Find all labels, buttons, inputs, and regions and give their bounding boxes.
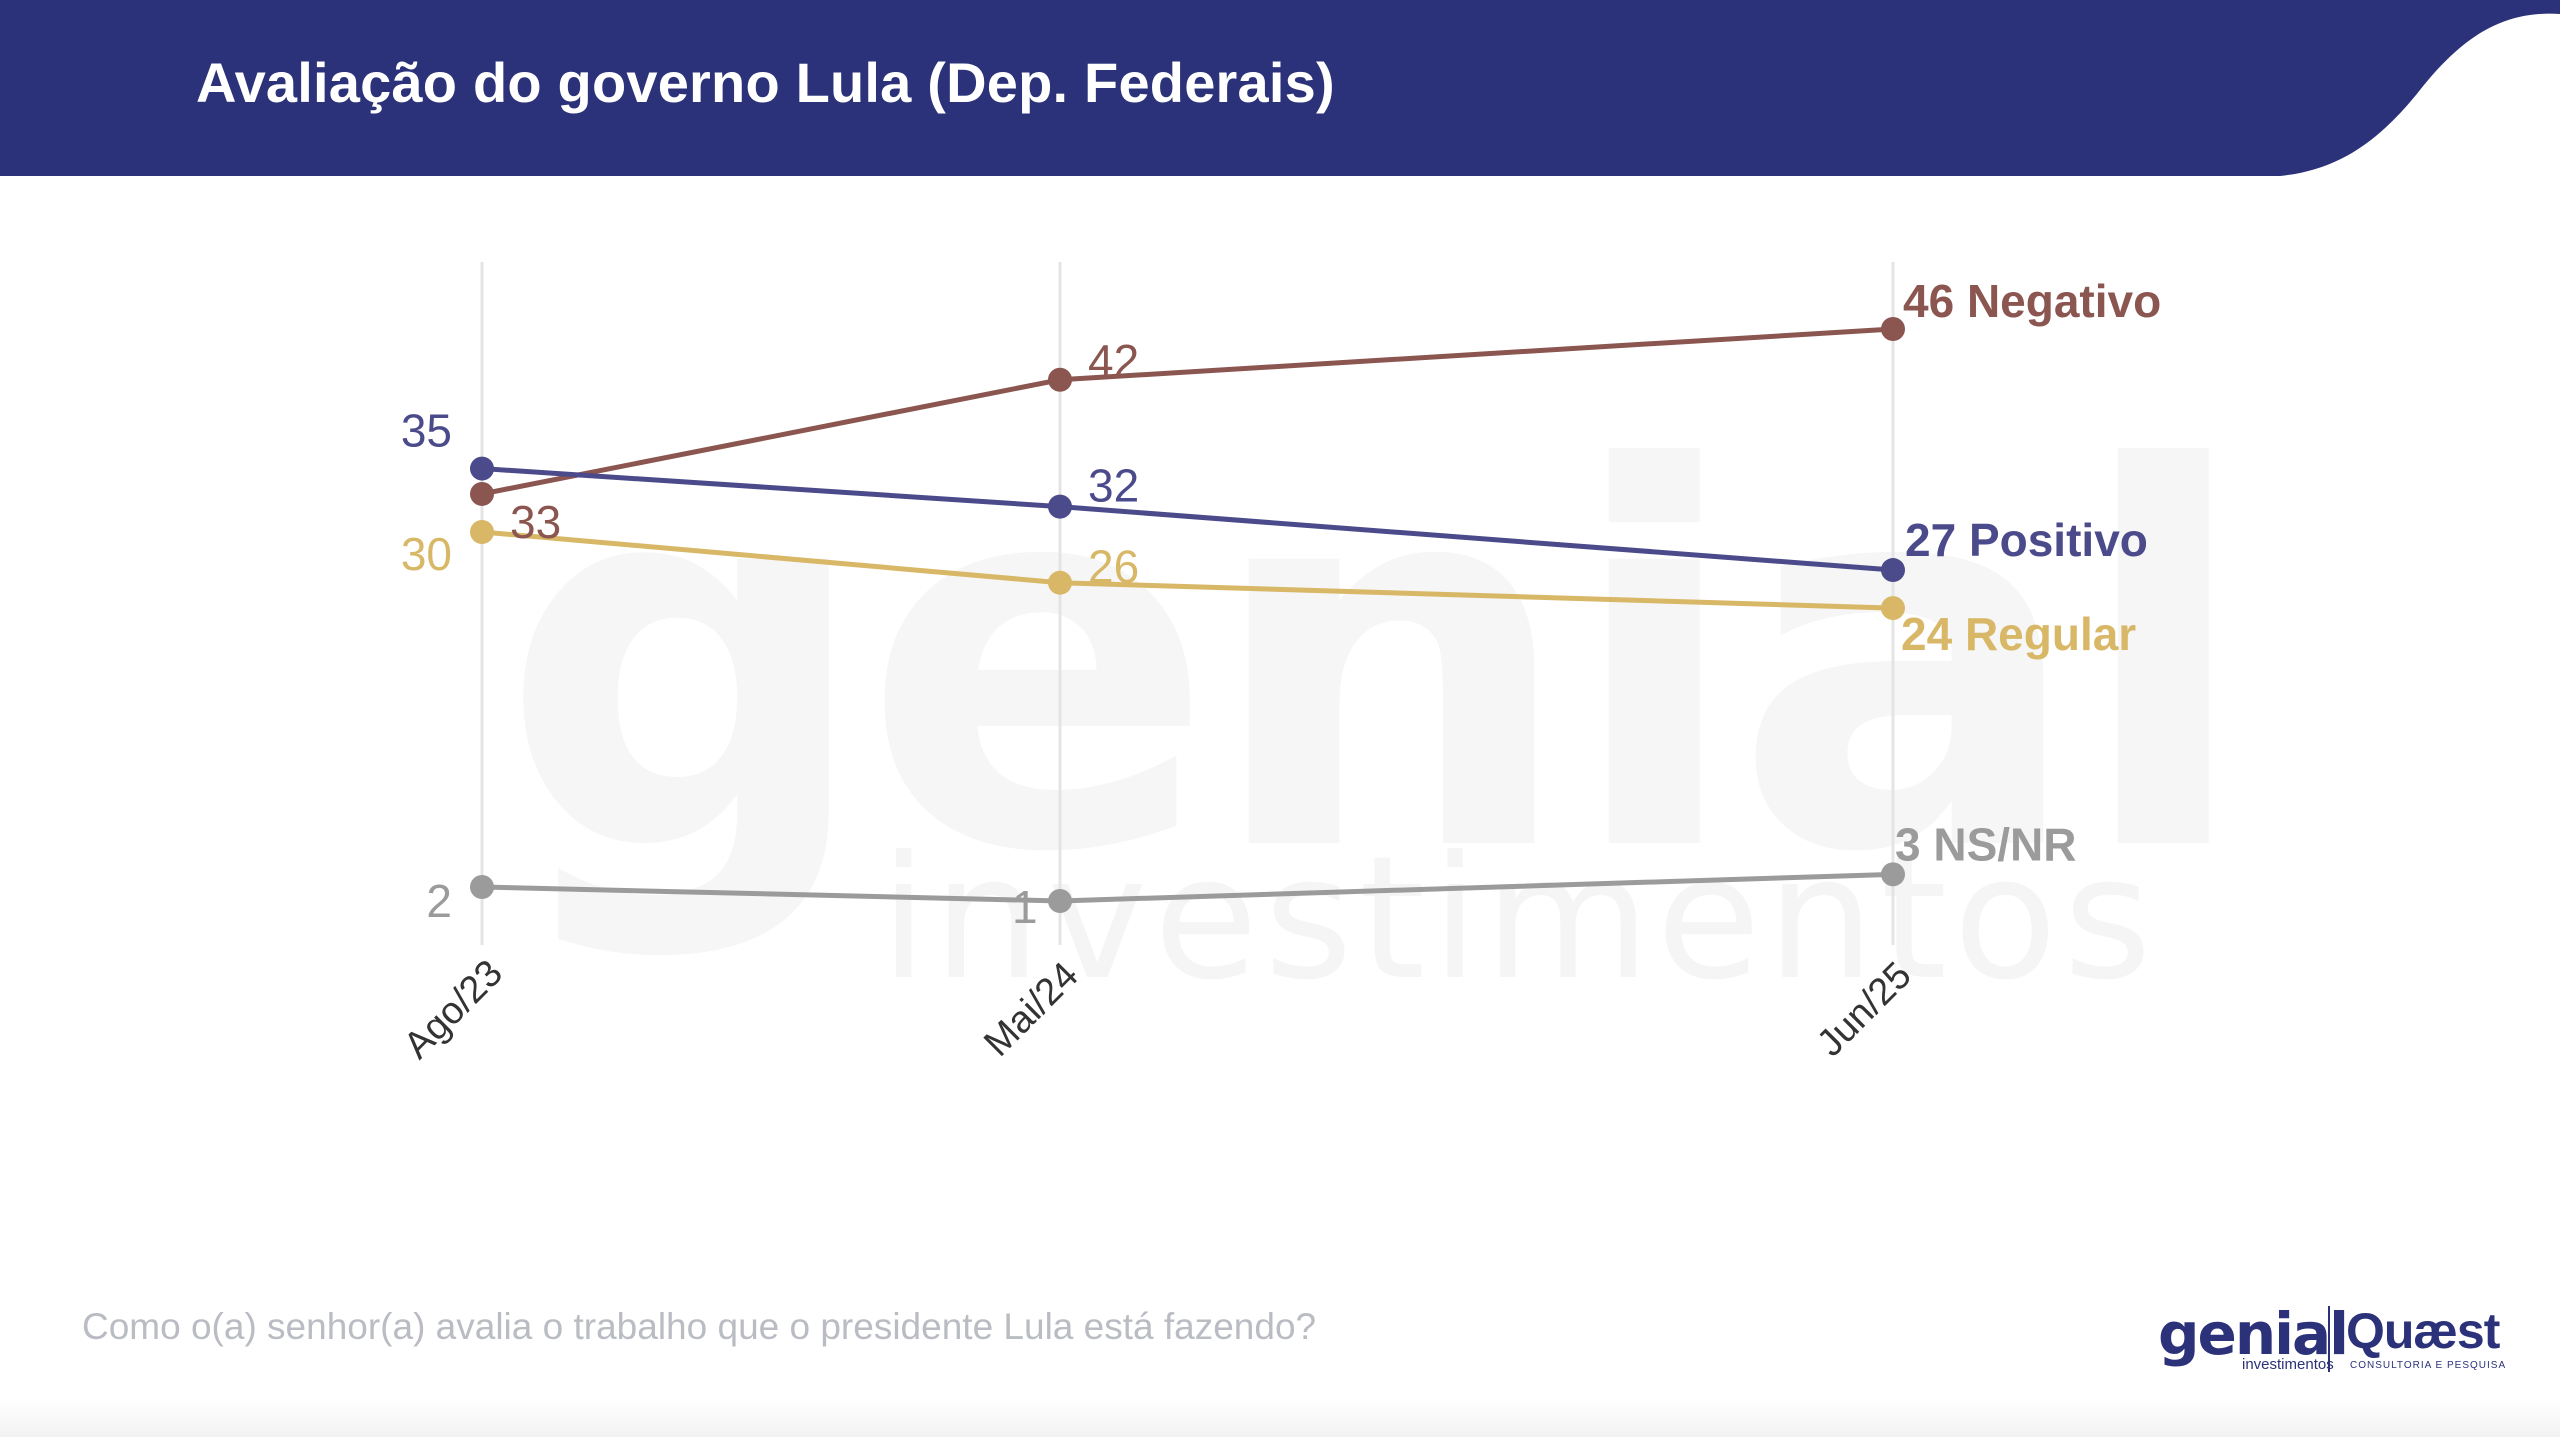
- data-point-ns-nr: [1881, 862, 1905, 887]
- series-line-regular: [481, 529, 1894, 611]
- series-line-ns-nr: [481, 871, 1894, 904]
- header-background: [0, 0, 2560, 176]
- data-point-negativo: [1048, 367, 1072, 392]
- end-label-ns-nr: 3 NS/NR: [1895, 818, 2076, 870]
- genial-logo: genial: [2158, 1300, 2349, 1368]
- data-label-positivo: 32: [1088, 460, 1139, 512]
- header-banner: Avaliação do governo Lula (Dep. Federais…: [0, 0, 2560, 180]
- end-label-regular: 24 Regular: [1901, 608, 2136, 660]
- end-label-negativo: 46 Negativo: [1903, 275, 2161, 327]
- x-tick-label: Jun/25: [1809, 954, 1919, 1064]
- data-label-negativo: 42: [1088, 335, 1139, 387]
- data-label-regular: 26: [1088, 541, 1139, 593]
- survey-question: Como o(a) senhor(a) avalia o trabalho qu…: [82, 1306, 1317, 1347]
- series-line-negativo: [481, 326, 1894, 497]
- data-labels: 33 42 46 Negativo 35 32 27 Positivo 30 26 24 Reg…: [401, 275, 2161, 933]
- genial-logo-subtitle: investimentos: [2242, 1356, 2334, 1373]
- series-lines: [481, 326, 1894, 904]
- data-point-regular: [470, 520, 494, 544]
- x-tick-label: Mai/24: [976, 954, 1086, 1064]
- data-point-positivo: [470, 456, 494, 481]
- data-point-negativo: [470, 481, 494, 506]
- x-tick-label: Ago/23: [396, 952, 511, 1067]
- series-line-positivo: [481, 466, 1894, 573]
- bottom-shade: [0, 1400, 2560, 1437]
- data-point-ns-nr: [470, 875, 494, 899]
- data-label-positivo: 35: [401, 405, 452, 457]
- data-label-negativo: 33: [510, 496, 561, 548]
- data-point-negativo: [1881, 317, 1905, 341]
- end-label-positivo: 27 Positivo: [1905, 514, 2148, 566]
- footer-logos: genial investimentos Quæst CONSULTORIA E…: [2150, 1300, 2530, 1380]
- data-point-positivo: [1881, 558, 1905, 583]
- data-point-ns-nr: [1048, 889, 1072, 913]
- logo-divider: [2328, 1306, 2330, 1372]
- quaest-logo: Quæst: [2346, 1303, 2500, 1359]
- data-point-regular: [1881, 596, 1905, 621]
- data-point-positivo: [1048, 494, 1072, 519]
- data-label-ns-nr: 1: [1012, 881, 1038, 933]
- series-points: [470, 317, 1905, 913]
- data-point-regular: [1048, 570, 1072, 595]
- quaest-logo-subtitle: CONSULTORIA E PESQUISA: [2350, 1360, 2507, 1371]
- data-label-ns-nr: 2: [426, 875, 452, 927]
- x-axis-ticks: Ago/23 Mai/24 Jun/25: [396, 952, 1920, 1067]
- data-label-regular: 30: [401, 528, 452, 580]
- page-title: Avaliação do governo Lula (Dep. Federais…: [196, 51, 1335, 114]
